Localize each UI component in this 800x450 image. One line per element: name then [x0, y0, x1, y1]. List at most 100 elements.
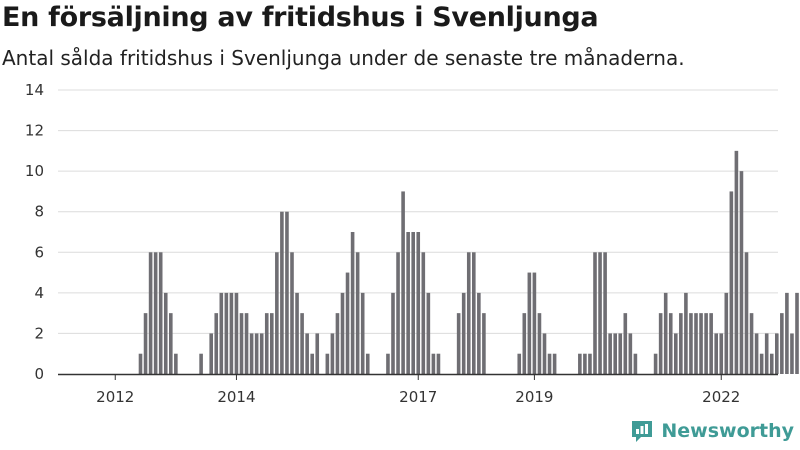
bar	[618, 333, 623, 374]
bar	[259, 333, 264, 374]
bar	[431, 353, 436, 374]
bar	[729, 191, 734, 374]
y-tick-label: 4	[34, 284, 44, 302]
bar	[436, 353, 441, 374]
bar	[355, 252, 360, 374]
y-tick-label: 12	[25, 122, 44, 140]
x-tick-label: 2017	[399, 388, 437, 406]
bar	[775, 333, 779, 374]
bar	[714, 333, 718, 374]
x-tick-label: 2022	[702, 388, 740, 406]
x-axis	[58, 373, 778, 380]
chart-subtitle: Antal sålda fritidshus i Svenljunga unde…	[2, 46, 685, 70]
bar	[663, 292, 668, 374]
bar	[603, 252, 607, 374]
bar	[138, 353, 143, 374]
y-tick-label: 6	[34, 243, 44, 261]
bar	[270, 313, 274, 374]
bar	[532, 272, 537, 374]
bar	[426, 292, 431, 374]
bar	[411, 232, 415, 374]
bar	[668, 313, 673, 374]
newsworthy-logo: Newsworthy	[629, 418, 794, 444]
bar	[704, 313, 708, 374]
bar	[522, 313, 527, 374]
bar	[386, 353, 390, 374]
bar	[340, 292, 345, 374]
bar	[174, 353, 178, 374]
bar	[780, 313, 784, 374]
bar	[229, 292, 234, 374]
bar	[365, 353, 370, 374]
bar	[199, 353, 203, 374]
bar	[694, 313, 698, 374]
y-tick-label: 14	[25, 81, 44, 99]
bar	[759, 353, 764, 374]
bar	[310, 353, 314, 374]
bar	[143, 313, 148, 374]
bar	[790, 333, 794, 374]
bar	[785, 292, 789, 374]
bar	[325, 353, 330, 374]
bar	[416, 232, 421, 374]
bar	[724, 292, 729, 374]
bar	[633, 353, 638, 374]
bar	[658, 313, 663, 374]
bar	[264, 313, 269, 374]
x-tick-label: 2012	[96, 388, 134, 406]
bar	[396, 252, 400, 374]
bar	[285, 211, 289, 374]
bar	[360, 292, 365, 374]
x-tick-label: 2019	[515, 388, 553, 406]
bar	[401, 191, 405, 374]
bar	[527, 272, 532, 374]
y-tick-label: 10	[25, 162, 44, 180]
bar	[153, 252, 158, 374]
bar	[466, 252, 471, 374]
bar	[623, 313, 628, 374]
bar	[613, 333, 617, 374]
brand-name: Newsworthy	[661, 420, 794, 442]
x-axis-labels: 201220142017201920222024	[96, 388, 740, 406]
bar	[744, 252, 749, 374]
bar	[315, 333, 320, 374]
bar	[158, 252, 163, 374]
bar	[169, 313, 173, 374]
bar	[472, 252, 476, 374]
bar	[674, 333, 678, 374]
bar	[244, 313, 249, 374]
newsworthy-logo-icon	[632, 421, 653, 442]
chart-title: En försäljning av fritidshus i Svenljung…	[2, 2, 599, 33]
bar	[330, 333, 335, 374]
bar	[552, 353, 557, 374]
bar	[275, 252, 279, 374]
bar	[163, 292, 168, 374]
bars	[138, 150, 799, 374]
bar	[239, 313, 244, 374]
bar	[608, 333, 612, 374]
x-tick-label: 2014	[217, 388, 255, 406]
y-tick-label: 0	[34, 365, 44, 383]
bar	[739, 171, 744, 374]
bar	[234, 292, 239, 374]
bar	[280, 211, 284, 374]
bar	[300, 313, 304, 374]
bar	[219, 292, 224, 374]
bar	[749, 313, 754, 374]
bar	[461, 292, 466, 374]
bar	[764, 333, 769, 374]
y-tick-label: 8	[34, 203, 44, 221]
bar	[769, 353, 774, 374]
bar	[305, 333, 309, 374]
bar	[477, 292, 481, 374]
bar	[578, 353, 582, 374]
bar	[709, 313, 713, 374]
bar	[482, 313, 486, 374]
bar	[517, 353, 522, 374]
bar	[547, 353, 552, 374]
bar	[684, 292, 688, 374]
bar	[542, 333, 547, 374]
bar	[456, 313, 461, 374]
bar	[537, 313, 542, 374]
